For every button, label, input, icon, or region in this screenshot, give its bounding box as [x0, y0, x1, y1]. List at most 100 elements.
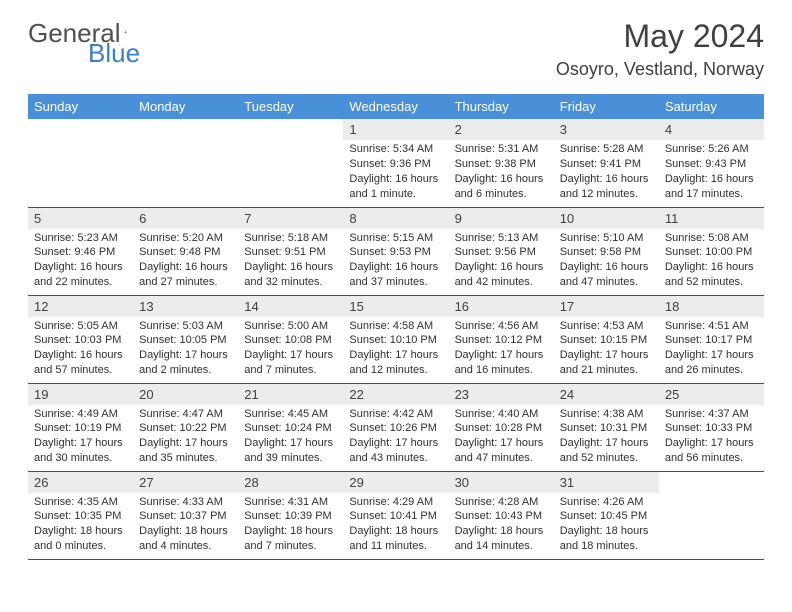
daylight-text: Daylight: 16 hours and 42 minutes.: [455, 260, 548, 290]
sunrise-text: Sunrise: 4:26 AM: [560, 495, 653, 510]
sunset-text: Sunset: 9:53 PM: [349, 245, 442, 260]
calendar-day-cell: 19Sunrise: 4:49 AMSunset: 10:19 PMDaylig…: [28, 383, 133, 471]
header: General Blue May 2024 Osoyro, Vestland, …: [0, 0, 792, 88]
sunset-text: Sunset: 9:41 PM: [560, 157, 653, 172]
day-info: Sunrise: 4:37 AMSunset: 10:33 PMDaylight…: [659, 405, 764, 470]
logo: General Blue: [28, 18, 148, 49]
daylight-text: Daylight: 17 hours and 12 minutes.: [349, 348, 442, 378]
daylight-text: Daylight: 18 hours and 0 minutes.: [34, 524, 127, 554]
day-number: [238, 119, 343, 140]
day-number: 25: [659, 384, 764, 405]
daylight-text: Daylight: 17 hours and 56 minutes.: [665, 436, 758, 466]
day-number: 13: [133, 296, 238, 317]
sunrise-text: Sunrise: 5:34 AM: [349, 142, 442, 157]
day-number: 23: [449, 384, 554, 405]
month-title: May 2024: [556, 18, 764, 55]
day-info: Sunrise: 5:03 AMSunset: 10:05 PMDaylight…: [133, 317, 238, 382]
sunset-text: Sunset: 9:46 PM: [34, 245, 127, 260]
calendar-day-cell: 2 Sunrise: 5:31 AMSunset: 9:38 PMDaylight…: [449, 119, 554, 207]
calendar-day-cell: 15Sunrise: 4:58 AMSunset: 10:10 PMDaylig…: [343, 295, 448, 383]
day-info: Sunrise: 5:08 AMSunset: 10:00 PMDaylight…: [659, 229, 764, 294]
day-info: Sunrise: 4:28 AMSunset: 10:43 PMDaylight…: [449, 493, 554, 558]
day-number: [659, 472, 764, 493]
daylight-text: Daylight: 17 hours and 7 minutes.: [244, 348, 337, 378]
day-info: Sunrise: 4:33 AMSunset: 10:37 PMDaylight…: [133, 493, 238, 558]
sunset-text: Sunset: 10:10 PM: [349, 333, 442, 348]
day-info: Sunrise: 5:05 AMSunset: 10:03 PMDaylight…: [28, 317, 133, 382]
daylight-text: Daylight: 18 hours and 18 minutes.: [560, 524, 653, 554]
day-info: Sunrise: 4:49 AMSunset: 10:19 PMDaylight…: [28, 405, 133, 470]
daylight-text: Daylight: 16 hours and 37 minutes.: [349, 260, 442, 290]
calendar-day-cell: 4Sunrise: 5:26 AMSunset: 9:43 PMDaylight…: [659, 119, 764, 207]
day-info: Sunrise: 5:23 AMSunset: 9:46 PMDaylight:…: [28, 229, 133, 294]
day-info: Sunrise: 5:13 AMSunset: 9:56 PMDaylight:…: [449, 229, 554, 294]
calendar-day-cell: 21Sunrise: 4:45 AMSunset: 10:24 PMDaylig…: [238, 383, 343, 471]
sunset-text: Sunset: 10:33 PM: [665, 421, 758, 436]
sunrise-text: Sunrise: 5:31 AM: [455, 142, 548, 157]
calendar-day-cell: 22Sunrise: 4:42 AMSunset: 10:26 PMDaylig…: [343, 383, 448, 471]
sunrise-text: Sunrise: 5:20 AM: [139, 231, 232, 246]
calendar-day-cell: 9Sunrise: 5:13 AMSunset: 9:56 PMDaylight…: [449, 207, 554, 295]
calendar-table: SundayMondayTuesdayWednesdayThursdayFrid…: [28, 94, 764, 560]
day-number: 26: [28, 472, 133, 493]
calendar-week-row: 19Sunrise: 4:49 AMSunset: 10:19 PMDaylig…: [28, 383, 764, 471]
day-number: 31: [554, 472, 659, 493]
day-number: 4: [659, 119, 764, 140]
sunset-text: Sunset: 10:19 PM: [34, 421, 127, 436]
sunrise-text: Sunrise: 4:53 AM: [560, 319, 653, 334]
day-number: 5: [28, 208, 133, 229]
calendar-day-cell: 12Sunrise: 5:05 AMSunset: 10:03 PMDaylig…: [28, 295, 133, 383]
day-info: Sunrise: 4:51 AMSunset: 10:17 PMDaylight…: [659, 317, 764, 382]
calendar-week-row: 1Sunrise: 5:34 AMSunset: 9:36 PMDaylight…: [28, 119, 764, 207]
sunset-text: Sunset: 10:12 PM: [455, 333, 548, 348]
daylight-text: Daylight: 16 hours and 6 minutes.: [455, 172, 548, 202]
day-number: 8: [343, 208, 448, 229]
day-info: Sunrise: 5:28 AMSunset: 9:41 PMDaylight:…: [554, 140, 659, 205]
calendar-day-cell: 31Sunrise: 4:26 AMSunset: 10:45 PMDaylig…: [554, 471, 659, 559]
day-info: Sunrise: 4:26 AMSunset: 10:45 PMDaylight…: [554, 493, 659, 558]
day-number: 2: [449, 119, 554, 140]
day-number: 16: [449, 296, 554, 317]
sunset-text: Sunset: 10:17 PM: [665, 333, 758, 348]
daylight-text: Daylight: 16 hours and 57 minutes.: [34, 348, 127, 378]
day-number: 9: [449, 208, 554, 229]
sunrise-text: Sunrise: 5:03 AM: [139, 319, 232, 334]
day-number: 30: [449, 472, 554, 493]
calendar-week-row: 12Sunrise: 5:05 AMSunset: 10:03 PMDaylig…: [28, 295, 764, 383]
weekday-header: Sunday: [28, 94, 133, 119]
sunset-text: Sunset: 10:08 PM: [244, 333, 337, 348]
day-number: 10: [554, 208, 659, 229]
daylight-text: Daylight: 17 hours and 21 minutes.: [560, 348, 653, 378]
calendar-day-cell: 5Sunrise: 5:23 AMSunset: 9:46 PMDaylight…: [28, 207, 133, 295]
calendar-day-cell: 30Sunrise: 4:28 AMSunset: 10:43 PMDaylig…: [449, 471, 554, 559]
daylight-text: Daylight: 16 hours and 17 minutes.: [665, 172, 758, 202]
daylight-text: Daylight: 16 hours and 47 minutes.: [560, 260, 653, 290]
calendar-day-cell: 13Sunrise: 5:03 AMSunset: 10:05 PMDaylig…: [133, 295, 238, 383]
day-info: Sunrise: 5:20 AMSunset: 9:48 PMDaylight:…: [133, 229, 238, 294]
day-info: Sunrise: 5:18 AMSunset: 9:51 PMDaylight:…: [238, 229, 343, 294]
day-info: Sunrise: 4:31 AMSunset: 10:39 PMDaylight…: [238, 493, 343, 558]
daylight-text: Daylight: 16 hours and 1 minute.: [349, 172, 442, 202]
sunset-text: Sunset: 9:48 PM: [139, 245, 232, 260]
weekday-header: Tuesday: [238, 94, 343, 119]
day-info: Sunrise: 5:10 AMSunset: 9:58 PMDaylight:…: [554, 229, 659, 294]
sunrise-text: Sunrise: 4:45 AM: [244, 407, 337, 422]
sunrise-text: Sunrise: 5:28 AM: [560, 142, 653, 157]
sunrise-text: Sunrise: 5:05 AM: [34, 319, 127, 334]
daylight-text: Daylight: 16 hours and 12 minutes.: [560, 172, 653, 202]
daylight-text: Daylight: 17 hours and 39 minutes.: [244, 436, 337, 466]
day-number: 17: [554, 296, 659, 317]
sunrise-text: Sunrise: 4:31 AM: [244, 495, 337, 510]
day-info: Sunrise: 5:26 AMSunset: 9:43 PMDaylight:…: [659, 140, 764, 205]
day-number: 14: [238, 296, 343, 317]
sunset-text: Sunset: 9:38 PM: [455, 157, 548, 172]
title-block: May 2024 Osoyro, Vestland, Norway: [556, 18, 764, 80]
sunrise-text: Sunrise: 4:58 AM: [349, 319, 442, 334]
sunrise-text: Sunrise: 4:38 AM: [560, 407, 653, 422]
sunset-text: Sunset: 9:36 PM: [349, 157, 442, 172]
daylight-text: Daylight: 16 hours and 22 minutes.: [34, 260, 127, 290]
daylight-text: Daylight: 18 hours and 7 minutes.: [244, 524, 337, 554]
daylight-text: Daylight: 17 hours and 35 minutes.: [139, 436, 232, 466]
day-info: Sunrise: 5:34 AMSunset: 9:36 PMDaylight:…: [343, 140, 448, 205]
day-info: Sunrise: 4:40 AMSunset: 10:28 PMDaylight…: [449, 405, 554, 470]
